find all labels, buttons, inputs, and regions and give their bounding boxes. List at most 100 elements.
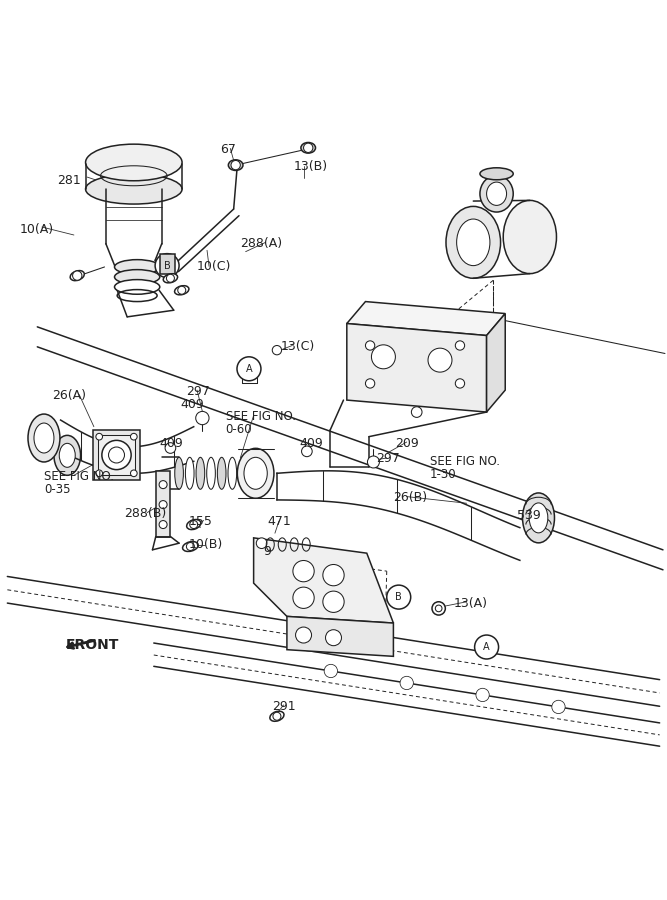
Polygon shape bbox=[347, 302, 505, 336]
Circle shape bbox=[295, 627, 311, 643]
Circle shape bbox=[102, 440, 131, 470]
Circle shape bbox=[293, 587, 314, 608]
Text: 13(B): 13(B) bbox=[293, 160, 327, 173]
Ellipse shape bbox=[175, 285, 189, 295]
Ellipse shape bbox=[457, 219, 490, 266]
Circle shape bbox=[552, 700, 565, 714]
Circle shape bbox=[155, 254, 179, 277]
Circle shape bbox=[237, 356, 261, 381]
Ellipse shape bbox=[115, 270, 160, 284]
Circle shape bbox=[476, 688, 490, 702]
Circle shape bbox=[96, 434, 103, 440]
Text: 409: 409 bbox=[180, 398, 204, 411]
Ellipse shape bbox=[480, 167, 513, 180]
Text: 13(C): 13(C) bbox=[280, 339, 315, 353]
Circle shape bbox=[96, 470, 103, 477]
Ellipse shape bbox=[228, 457, 237, 490]
Circle shape bbox=[428, 348, 452, 372]
Ellipse shape bbox=[270, 711, 284, 721]
Ellipse shape bbox=[301, 142, 315, 153]
Circle shape bbox=[323, 591, 344, 612]
Text: SEE FIG NO.: SEE FIG NO. bbox=[225, 410, 295, 423]
Text: A: A bbox=[484, 642, 490, 652]
Ellipse shape bbox=[59, 444, 75, 467]
Polygon shape bbox=[287, 616, 394, 656]
Circle shape bbox=[165, 443, 175, 454]
Polygon shape bbox=[487, 313, 505, 412]
Text: FRONT: FRONT bbox=[66, 638, 119, 652]
Text: 10(B): 10(B) bbox=[188, 538, 223, 551]
Circle shape bbox=[432, 602, 446, 615]
Circle shape bbox=[272, 346, 281, 355]
Ellipse shape bbox=[34, 423, 54, 453]
Text: 288(A): 288(A) bbox=[240, 238, 282, 250]
Circle shape bbox=[303, 143, 313, 152]
Circle shape bbox=[366, 379, 375, 388]
Circle shape bbox=[412, 407, 422, 418]
Ellipse shape bbox=[529, 503, 548, 533]
Circle shape bbox=[159, 500, 167, 508]
Ellipse shape bbox=[217, 457, 226, 490]
Circle shape bbox=[177, 286, 185, 294]
Ellipse shape bbox=[115, 280, 160, 294]
Polygon shape bbox=[347, 323, 487, 412]
Circle shape bbox=[273, 712, 281, 720]
Ellipse shape bbox=[487, 182, 506, 205]
Text: 297: 297 bbox=[185, 385, 209, 398]
Ellipse shape bbox=[115, 259, 160, 274]
Bar bbox=[93, 430, 141, 480]
Circle shape bbox=[159, 481, 167, 489]
Circle shape bbox=[475, 635, 498, 659]
Text: SEE FIG NO.: SEE FIG NO. bbox=[430, 454, 500, 468]
Circle shape bbox=[301, 446, 312, 456]
Ellipse shape bbox=[522, 493, 554, 543]
Bar bbox=[156, 472, 171, 536]
Text: 67: 67 bbox=[220, 142, 236, 156]
Ellipse shape bbox=[54, 436, 81, 475]
Text: 10(A): 10(A) bbox=[19, 222, 53, 236]
Text: SEE FIG NO.: SEE FIG NO. bbox=[44, 470, 114, 483]
Circle shape bbox=[368, 456, 380, 468]
Text: B: B bbox=[396, 592, 402, 602]
Text: 539: 539 bbox=[516, 508, 540, 522]
Ellipse shape bbox=[183, 542, 198, 552]
Circle shape bbox=[456, 379, 465, 388]
Circle shape bbox=[400, 676, 414, 689]
Text: 281: 281 bbox=[57, 174, 81, 187]
Ellipse shape bbox=[70, 271, 84, 281]
Ellipse shape bbox=[228, 160, 243, 170]
Text: 288(B): 288(B) bbox=[124, 507, 166, 519]
Text: 26(B): 26(B) bbox=[394, 491, 428, 504]
Text: 0-60: 0-60 bbox=[225, 423, 252, 436]
Ellipse shape bbox=[196, 457, 205, 490]
Circle shape bbox=[73, 271, 82, 280]
Ellipse shape bbox=[207, 457, 215, 490]
Text: 209: 209 bbox=[396, 436, 419, 450]
Ellipse shape bbox=[185, 457, 194, 490]
Circle shape bbox=[436, 605, 442, 612]
Circle shape bbox=[372, 345, 396, 369]
Ellipse shape bbox=[446, 206, 500, 278]
Ellipse shape bbox=[85, 174, 182, 204]
Circle shape bbox=[325, 630, 342, 645]
Circle shape bbox=[159, 520, 167, 528]
Ellipse shape bbox=[480, 176, 513, 212]
Circle shape bbox=[256, 538, 267, 548]
Ellipse shape bbox=[187, 519, 201, 529]
Circle shape bbox=[195, 411, 209, 425]
Circle shape bbox=[131, 434, 137, 440]
Text: 26(A): 26(A) bbox=[53, 389, 87, 402]
Ellipse shape bbox=[244, 457, 267, 490]
Bar bbox=[98, 436, 135, 474]
Text: A: A bbox=[245, 364, 252, 374]
Text: 409: 409 bbox=[159, 436, 183, 450]
Text: 0-35: 0-35 bbox=[44, 483, 71, 497]
Ellipse shape bbox=[85, 144, 182, 181]
Circle shape bbox=[456, 341, 465, 350]
Text: 1-30: 1-30 bbox=[430, 468, 457, 482]
Text: 409: 409 bbox=[299, 436, 323, 450]
Circle shape bbox=[323, 564, 344, 586]
Circle shape bbox=[231, 160, 240, 170]
Text: 297: 297 bbox=[376, 452, 400, 465]
Text: 13(A): 13(A) bbox=[454, 597, 488, 609]
